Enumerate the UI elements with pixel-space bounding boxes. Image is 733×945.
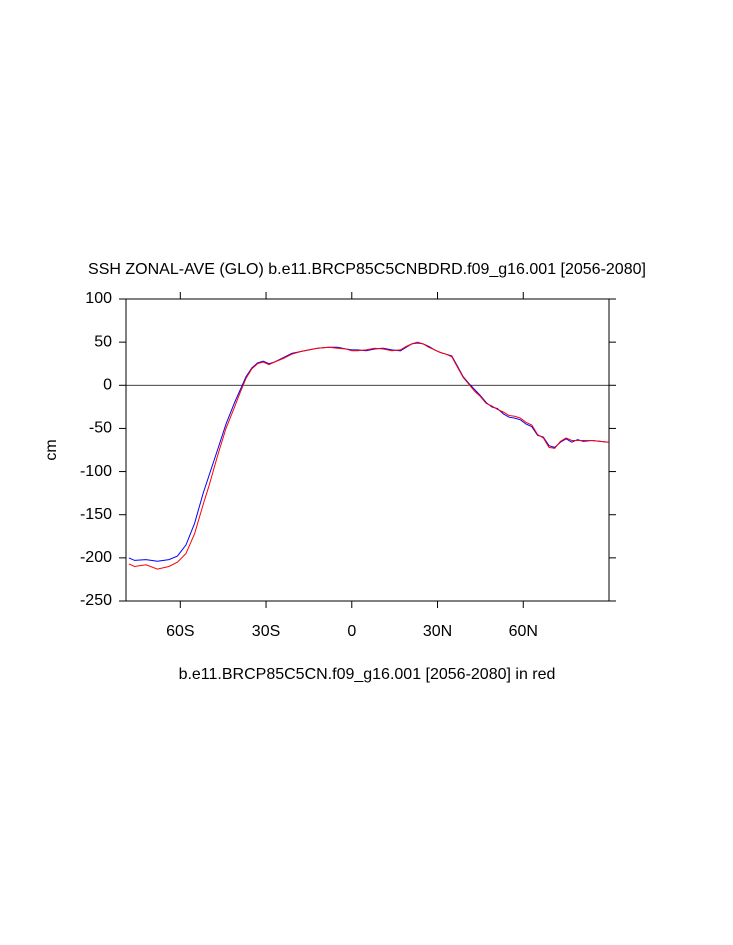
plot-frame xyxy=(125,298,610,602)
y-tick-label: 0 xyxy=(103,377,112,394)
x-tick-label: 0 xyxy=(347,623,356,640)
y-tick-label: -200 xyxy=(80,549,112,566)
x-tick-label: 30S xyxy=(252,623,280,640)
y-tick-label: 100 xyxy=(85,290,112,307)
x-tick-label: 60N xyxy=(509,623,538,640)
y-axis-label: cm xyxy=(43,439,60,460)
series-line xyxy=(128,341,610,570)
y-tick-label: -100 xyxy=(80,463,112,480)
series-line xyxy=(128,342,610,562)
chart-title: SSH ZONAL-AVE (GLO) b.e11.BRCP85C5CNBDRD… xyxy=(88,261,646,278)
x-axis-label: b.e11.BRCP85C5CN.f09_g16.001 [2056-2080]… xyxy=(179,666,556,683)
y-tick-label: 50 xyxy=(94,333,112,350)
y-tick-label: -150 xyxy=(80,506,112,523)
y-tick-label: -50 xyxy=(89,420,112,437)
x-tick-label: 60S xyxy=(166,623,194,640)
y-tick-label: -250 xyxy=(80,592,112,609)
x-tick-label: 30N xyxy=(423,623,452,640)
